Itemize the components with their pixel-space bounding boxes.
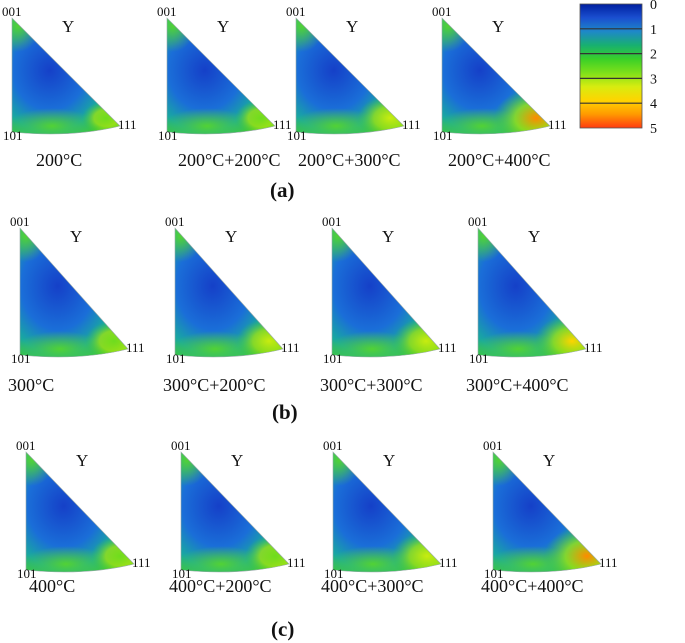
pole-label-111: 111 bbox=[584, 340, 603, 355]
axis-label-y: Y bbox=[383, 451, 395, 470]
condition-label: 200°C bbox=[36, 150, 82, 170]
color-scale-level-lines bbox=[580, 28, 642, 104]
axis-label-y: Y bbox=[231, 451, 243, 470]
pole-figure: 001 101 111 Y 300°C+200°C bbox=[163, 214, 300, 395]
color-scale-tick-label: 1 bbox=[650, 23, 657, 38]
pole-label-001: 001 bbox=[165, 214, 185, 229]
axis-label-y: Y bbox=[225, 227, 237, 246]
pole-figure: 001 101 111 Y 300°C+400°C bbox=[466, 214, 603, 395]
color-scale-tick-label: 2 bbox=[650, 48, 657, 63]
pole-label-111: 111 bbox=[281, 340, 300, 355]
pole-label-001: 001 bbox=[16, 438, 36, 453]
pole-label-111: 111 bbox=[439, 555, 458, 570]
pole-label-101: 101 bbox=[323, 351, 343, 366]
axis-label-y: Y bbox=[543, 451, 555, 470]
pole-label-101: 101 bbox=[11, 351, 31, 366]
pole-label-111: 111 bbox=[599, 555, 618, 570]
pole-label-001: 001 bbox=[323, 438, 343, 453]
pole-label-001: 001 bbox=[322, 214, 342, 229]
caption-c: (c) bbox=[271, 617, 294, 641]
pole-label-001: 001 bbox=[157, 4, 177, 19]
pole-figure: 001 101 111 Y 200°C+400°C bbox=[432, 4, 567, 170]
color-scale-tick-label: 3 bbox=[650, 72, 657, 87]
condition-label: 400°C+400°C bbox=[481, 576, 584, 596]
color-scale-bar bbox=[579, 3, 643, 129]
color-scale-ticks: 0 1 2 3 4 5 bbox=[650, 0, 657, 137]
pole-label-001: 001 bbox=[171, 438, 191, 453]
axis-label-y: Y bbox=[76, 451, 88, 470]
pole-figure: 001 101 111 Y 300°C bbox=[8, 214, 145, 395]
pole-label-101: 101 bbox=[158, 128, 178, 143]
pole-label-101: 101 bbox=[3, 128, 23, 143]
pole-figure: 001 101 111 Y 200°C bbox=[2, 4, 137, 170]
pole-label-101: 101 bbox=[469, 351, 489, 366]
axis-label-y: Y bbox=[346, 17, 358, 36]
pole-label-101: 101 bbox=[172, 566, 192, 581]
axis-label-y: Y bbox=[528, 227, 540, 246]
pole-figure: 001 101 111 Y 200°C+200°C bbox=[157, 4, 292, 170]
condition-label: 200°C+200°C bbox=[178, 150, 281, 170]
color-scale-tick-label: 5 bbox=[650, 122, 657, 137]
pole-label-001: 001 bbox=[10, 214, 30, 229]
axis-label-y: Y bbox=[217, 17, 229, 36]
color-scale-tick-label: 4 bbox=[650, 97, 657, 112]
pole-figure: 001 101 111 Y 400°C+300°C bbox=[321, 438, 458, 596]
caption-a: (a) bbox=[270, 178, 295, 202]
pole-figure: 001 101 111 Y 300°C+300°C bbox=[320, 214, 457, 395]
pole-figure: 001 101 111 Y 200°C+300°C bbox=[286, 4, 421, 170]
pole-label-001: 001 bbox=[483, 438, 503, 453]
condition-label: 400°C+200°C bbox=[169, 576, 272, 596]
pole-label-111: 111 bbox=[402, 117, 421, 132]
axis-label-y: Y bbox=[62, 17, 74, 36]
pole-label-111: 111 bbox=[438, 340, 457, 355]
axis-label-y: Y bbox=[70, 227, 82, 246]
pole-figure: 001 101 111 Y 400°C+400°C bbox=[481, 438, 618, 596]
axis-label-y: Y bbox=[492, 17, 504, 36]
pole-label-111: 111 bbox=[118, 117, 137, 132]
pole-label-111: 111 bbox=[287, 555, 306, 570]
pole-figure: 001 101 111 Y 400°C bbox=[16, 438, 151, 596]
pole-label-101: 101 bbox=[324, 566, 344, 581]
pole-figure-panels: 001101111Y200°C001101111Y200°C+200°C0011… bbox=[2, 4, 618, 596]
condition-label: 400°C bbox=[29, 576, 75, 596]
condition-label: 300°C bbox=[8, 375, 54, 395]
condition-label: 300°C+400°C bbox=[466, 375, 569, 395]
pole-label-101: 101 bbox=[17, 566, 37, 581]
pole-label-101: 101 bbox=[287, 128, 307, 143]
pole-label-111: 111 bbox=[126, 340, 145, 355]
condition-label: 400°C+300°C bbox=[321, 576, 424, 596]
pole-label-001: 001 bbox=[432, 4, 452, 19]
pole-label-001: 001 bbox=[286, 4, 306, 19]
pole-label-001: 001 bbox=[468, 214, 488, 229]
color-scale-legend: 0 1 2 3 4 5 bbox=[579, 0, 657, 137]
caption-b: (b) bbox=[272, 400, 298, 424]
condition-label: 300°C+200°C bbox=[163, 375, 266, 395]
pole-label-101: 101 bbox=[484, 566, 504, 581]
pole-label-111: 111 bbox=[273, 117, 292, 132]
pole-label-101: 101 bbox=[433, 128, 453, 143]
condition-label: 300°C+300°C bbox=[320, 375, 423, 395]
pole-label-001: 001 bbox=[2, 4, 22, 19]
pole-label-111: 111 bbox=[548, 117, 567, 132]
condition-label: 200°C+300°C bbox=[298, 150, 401, 170]
color-scale-tick-label: 0 bbox=[650, 0, 657, 13]
axis-label-y: Y bbox=[382, 227, 394, 246]
pole-label-101: 101 bbox=[166, 351, 186, 366]
pole-figure: 001 101 111 Y 400°C+200°C bbox=[169, 438, 306, 596]
pole-label-111: 111 bbox=[132, 555, 151, 570]
condition-label: 200°C+400°C bbox=[448, 150, 551, 170]
